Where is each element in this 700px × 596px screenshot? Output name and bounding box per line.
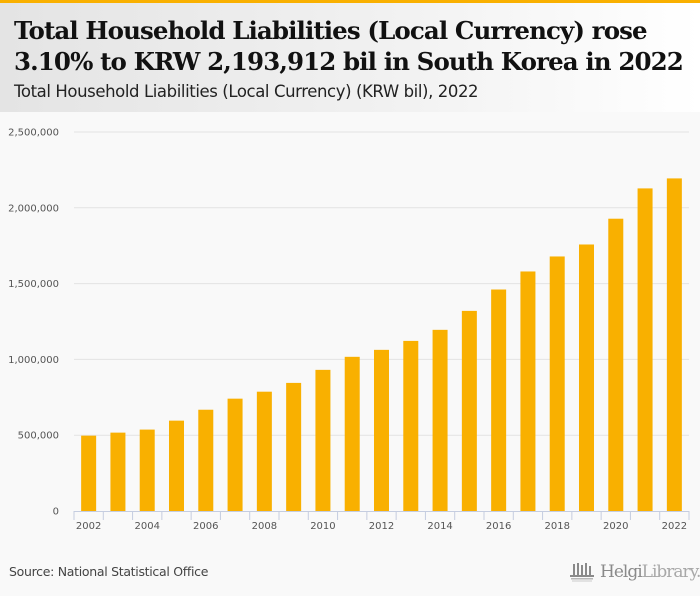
bar-2003[interactable] <box>110 432 126 511</box>
x-tick-label: 2006 <box>193 521 218 532</box>
bar-2010[interactable] <box>315 369 331 511</box>
bar-2012[interactable] <box>374 349 389 511</box>
y-tick-label: 1,000,000 <box>8 355 59 366</box>
bar-2009[interactable] <box>286 382 302 511</box>
logo-text-light: Library. <box>641 562 700 582</box>
bars <box>81 178 682 512</box>
y-tick-label: 0 <box>53 507 59 518</box>
bar-2011[interactable] <box>344 356 360 511</box>
header: Total Household Liabilities (Local Curre… <box>0 3 700 112</box>
bar-2004[interactable] <box>139 429 155 511</box>
x-tick-label: 2010 <box>310 521 335 532</box>
library-building-icon <box>570 563 594 582</box>
bar-2005[interactable] <box>169 420 184 511</box>
bar-2017[interactable] <box>520 271 536 511</box>
x-tick-label: 2020 <box>603 521 628 532</box>
bar-2022[interactable] <box>666 178 682 511</box>
helgi-library-logo[interactable]: HelgiLibrary. <box>568 561 700 583</box>
bar-2008[interactable] <box>256 391 272 511</box>
bar-2006[interactable] <box>198 409 214 511</box>
x-tick-label: 2002 <box>76 521 101 532</box>
x-tick-label: 2016 <box>486 521 511 532</box>
bar-chart: 0 500,000 1,000,000 1,500,000 2,000,000 2,500… <box>8 128 690 532</box>
y-tick-label: 1,500,000 <box>8 279 59 290</box>
bar-2015[interactable] <box>461 310 477 511</box>
source-note: Source: National Statistical Office <box>9 564 209 579</box>
bar-2016[interactable] <box>491 289 507 511</box>
x-tick-label: 2012 <box>369 521 394 532</box>
x-tick-label: 2022 <box>662 521 687 532</box>
bar-2019[interactable] <box>579 244 594 512</box>
y-tick-label: 500,000 <box>18 431 59 442</box>
bar-2020[interactable] <box>608 218 624 511</box>
x-tick-label: 2018 <box>544 521 569 532</box>
x-tick-label: 2014 <box>427 521 452 532</box>
y-tick-label: 2,500,000 <box>8 128 59 139</box>
x-axis: 2002 2004 2006 2008 2010 2012 2014 2016 2018 2020… <box>73 511 690 532</box>
logo-text-bold: Helgi <box>600 562 643 582</box>
y-axis-ticks: 0 500,000 1,000,000 1,500,000 2,000,000 2,500… <box>8 128 59 518</box>
bar-2021[interactable] <box>637 188 653 512</box>
bar-2013[interactable] <box>403 340 419 511</box>
x-tick-label: 2004 <box>134 521 159 532</box>
chart-title: Total Household Liabilities (Local Curre… <box>14 16 684 76</box>
bar-2007[interactable] <box>227 398 243 511</box>
bar-2018[interactable] <box>549 256 565 511</box>
bar-2014[interactable] <box>432 329 448 511</box>
y-tick-label: 2,000,000 <box>8 203 59 214</box>
x-tick-label: 2008 <box>252 521 277 532</box>
chart-subtitle: Total Household Liabilities (Local Curre… <box>14 82 479 101</box>
bar-2002[interactable] <box>81 435 97 511</box>
accent-bar <box>0 0 700 3</box>
